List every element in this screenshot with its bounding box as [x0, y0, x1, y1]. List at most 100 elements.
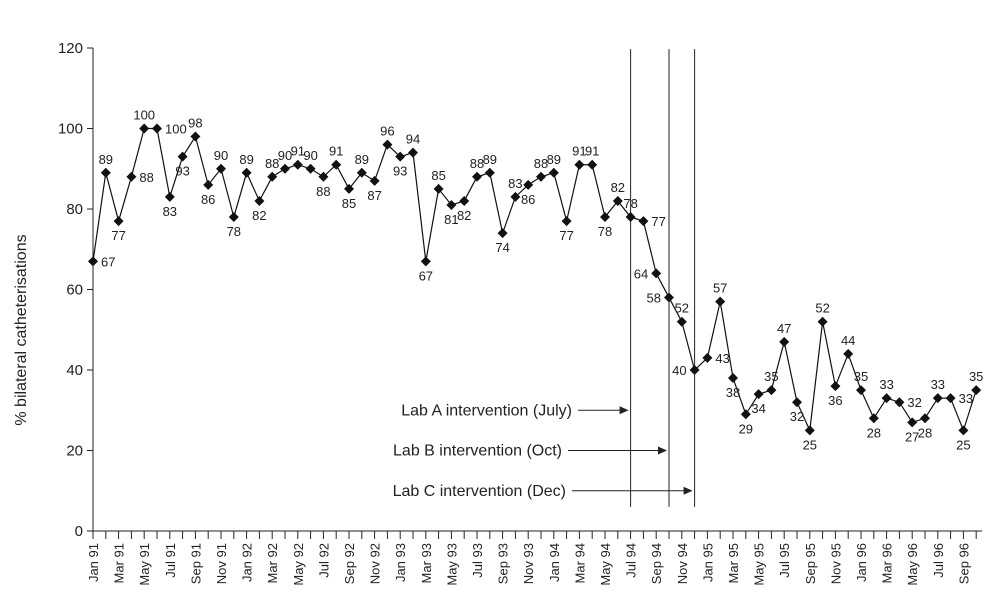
- x-tick-label: Jul 94: [624, 543, 639, 578]
- x-tick-label: Mar 93: [419, 543, 434, 583]
- data-point-marker: [920, 413, 930, 424]
- x-tick-label: May 96: [905, 543, 920, 586]
- y-tick-label: 80: [66, 201, 83, 218]
- x-tick-label: Sep 94: [649, 543, 664, 584]
- data-label: 32: [790, 409, 804, 424]
- data-label: 85: [431, 168, 445, 183]
- data-label: 91: [572, 144, 586, 159]
- data-label: 89: [547, 152, 561, 167]
- x-tick-label: Mar 95: [726, 543, 741, 583]
- x-tick-label: Jul 96: [931, 543, 946, 578]
- data-point-marker: [740, 409, 751, 420]
- data-label: 90: [278, 148, 292, 163]
- data-label: 67: [101, 254, 115, 269]
- data-point-marker: [318, 171, 329, 182]
- data-label: 74: [495, 240, 509, 255]
- data-label: 78: [623, 196, 637, 211]
- data-point-marker: [536, 171, 546, 182]
- x-tick-label: May 91: [137, 543, 152, 586]
- data-point-marker: [574, 159, 585, 170]
- data-label: 94: [406, 132, 420, 147]
- data-point-marker: [344, 183, 354, 194]
- data-point-marker: [625, 212, 636, 223]
- data-point-marker: [216, 163, 226, 174]
- data-point-marker: [817, 316, 828, 327]
- data-label: 86: [521, 192, 535, 207]
- y-tick-label: 120: [58, 40, 83, 57]
- data-point-marker: [676, 316, 687, 327]
- data-label: 82: [457, 208, 471, 223]
- data-point-marker: [766, 385, 777, 396]
- x-tick-label: Nov 92: [368, 543, 383, 584]
- x-tick-label: Jan 93: [393, 543, 408, 582]
- x-tick-label: Jul 95: [777, 543, 792, 578]
- y-tick-label: 0: [75, 523, 83, 540]
- data-label: 40: [672, 363, 686, 378]
- data-point-marker: [728, 373, 738, 384]
- intervention-label: Lab A intervention (July): [401, 402, 572, 419]
- data-label: 89: [99, 152, 113, 167]
- data-point-marker: [113, 216, 124, 227]
- data-label: 29: [739, 421, 753, 436]
- data-label: 82: [611, 180, 625, 195]
- data-point-marker: [702, 352, 713, 363]
- data-label: 57: [713, 281, 727, 296]
- x-tick-label: Jul 92: [316, 543, 331, 578]
- data-point-marker: [638, 216, 649, 227]
- data-label: 82: [252, 208, 266, 223]
- data-label: 86: [201, 192, 215, 207]
- data-label: 32: [907, 395, 921, 410]
- data-point-marker: [356, 167, 367, 178]
- data-label: 87: [367, 188, 381, 203]
- data-label: 96: [380, 124, 394, 139]
- data-point-marker: [664, 292, 674, 303]
- data-label: 43: [715, 351, 729, 366]
- data-label: 77: [651, 214, 665, 229]
- data-label: 28: [918, 425, 932, 440]
- data-point-marker: [228, 212, 239, 223]
- series-line: [92, 127, 977, 433]
- data-point-marker: [894, 397, 905, 408]
- intervention-arrowhead: [683, 486, 693, 495]
- data-point-marker: [484, 167, 495, 178]
- data-label: 33: [959, 391, 973, 406]
- axes: 0 20 40 60 80 100 120 Jan 91 Mar 91 May 91 Jul 91 S…: [58, 40, 983, 586]
- y-axis-title: % bilateral catheterisations: [13, 234, 30, 425]
- data-label: 78: [227, 224, 241, 239]
- data-labels: 6789778810010083939886907889828890919088…: [99, 108, 984, 453]
- data-label: 25: [956, 437, 970, 452]
- x-tick-label: Jul 93: [470, 543, 485, 578]
- x-tick-label: May 94: [598, 543, 613, 586]
- x-tick-label: Nov 91: [214, 543, 229, 584]
- x-tick-label: Nov 95: [828, 543, 843, 584]
- x-tick-label: Sep 95: [803, 543, 818, 584]
- intervention-label: Lab C intervention (Dec): [393, 483, 566, 500]
- data-point-marker: [945, 393, 956, 404]
- data-label: 67: [419, 268, 433, 283]
- y-tick-label: 60: [66, 282, 83, 299]
- data-point-marker: [190, 131, 201, 142]
- data-point-marker: [497, 228, 508, 239]
- data-label: 33: [931, 377, 945, 392]
- data-point-marker: [958, 425, 969, 436]
- data-point-marker: [907, 417, 918, 428]
- data-point-marker: [612, 195, 623, 206]
- data-label: 89: [239, 152, 253, 167]
- data-point-marker: [420, 256, 431, 267]
- data-point-marker: [459, 195, 470, 206]
- x-tick-label: Nov 93: [521, 543, 536, 584]
- data-point-marker: [472, 171, 482, 182]
- intervention-arrowhead: [658, 446, 667, 455]
- data-point-marker: [689, 365, 700, 375]
- data-point-marker: [408, 147, 418, 158]
- data-point-marker: [881, 393, 892, 404]
- data-label: 35: [764, 369, 778, 384]
- data-point-marker: [510, 191, 521, 202]
- data-point-marker: [331, 159, 342, 170]
- data-label: 88: [316, 184, 330, 199]
- data-label: 77: [111, 228, 125, 243]
- data-label: 91: [291, 144, 305, 159]
- data-point-marker: [548, 167, 559, 178]
- data-point-marker: [152, 123, 162, 134]
- data-label: 93: [393, 164, 407, 179]
